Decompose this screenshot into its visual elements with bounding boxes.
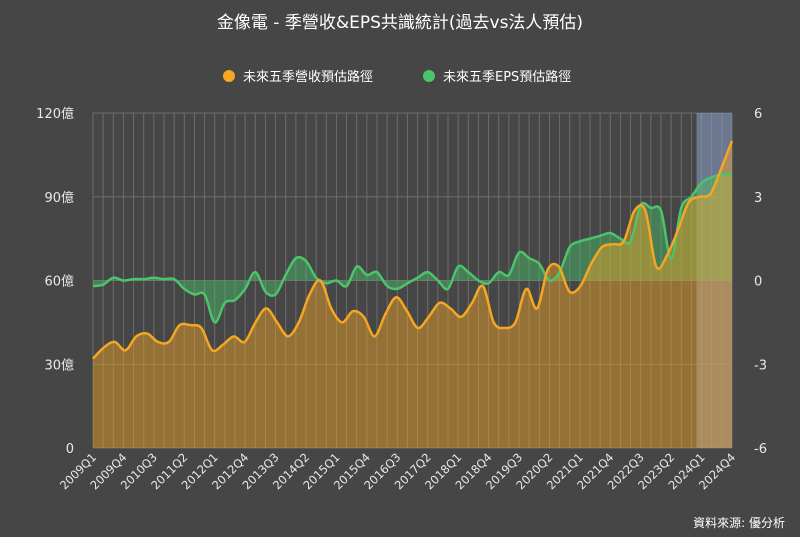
legend: 未來五季營收預估路徑 未來五季EPS預估路徑	[223, 69, 571, 85]
series-layer	[92, 140, 734, 448]
y-tick-right-label: 6	[754, 107, 762, 122]
forecast-band-rect	[696, 113, 732, 448]
y-tick-right-label: 3	[754, 191, 762, 206]
y-tick-right-label: -3	[754, 358, 767, 373]
legend-label-eps: 未來五季EPS預估路徑	[443, 69, 571, 85]
revenue-area	[93, 140, 732, 448]
forecast-band	[696, 113, 732, 448]
legend-label-revenue: 未來五季營收預估路徑	[243, 69, 373, 85]
y-tick-left-label: 30億	[44, 357, 74, 373]
source-note: 資料來源: 優分析	[693, 516, 785, 530]
legend-swatch-eps	[423, 70, 435, 82]
y-tick-right-label: -6	[754, 442, 767, 457]
y-tick-left-label: 0	[66, 442, 74, 457]
chart-title: 金像電 - 季營收&EPS共識統計(過去vs法人預估)	[217, 13, 583, 33]
eps-area	[93, 174, 732, 323]
y-axis-right: -6 -3 0 3 6	[754, 107, 767, 457]
y-tick-left-label: 60億	[44, 274, 74, 290]
legend-swatch-revenue	[223, 70, 235, 82]
x-axis: 2009Q12009Q42010Q32011Q22012Q12012Q42013…	[57, 450, 738, 492]
revenue-line	[92, 140, 734, 360]
y-tick-right-label: 0	[754, 275, 762, 290]
y-axis-left: 0 30億 60億 90億 120億	[36, 106, 74, 457]
y-tick-left-label: 90億	[44, 190, 74, 206]
eps-line	[92, 172, 733, 324]
y-tick-left-label: 120億	[36, 106, 74, 122]
